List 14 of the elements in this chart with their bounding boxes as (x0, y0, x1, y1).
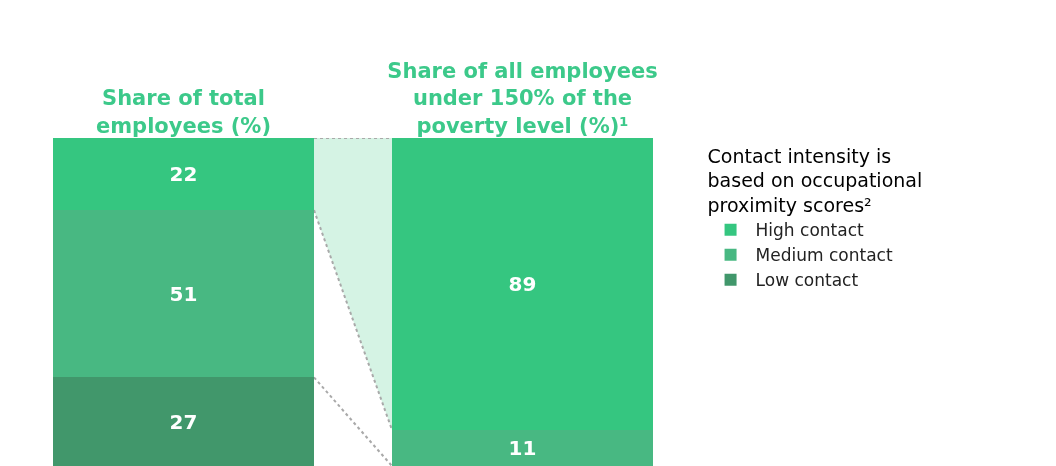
legend-label: Low contact (755, 270, 859, 291)
x-tick-label: Share of total employees (%) (95, 86, 272, 138)
bar (52, 377, 315, 466)
data-label: 22 (169, 162, 198, 187)
data-label: 11 (508, 435, 537, 460)
legend-label: High contact (755, 220, 864, 241)
data-label: 27 (169, 409, 198, 434)
data-label: 89 (508, 271, 537, 296)
legend-label: Medium contact (755, 245, 893, 266)
x-tick-label: Share of all employees under 150% of the poverty level (%)¹ (387, 59, 658, 138)
bar (52, 138, 315, 211)
data-label: 51 (169, 281, 198, 306)
legend-title: Contact intensity is based on occupational proximity scores² (707, 144, 923, 217)
bar (391, 429, 654, 466)
